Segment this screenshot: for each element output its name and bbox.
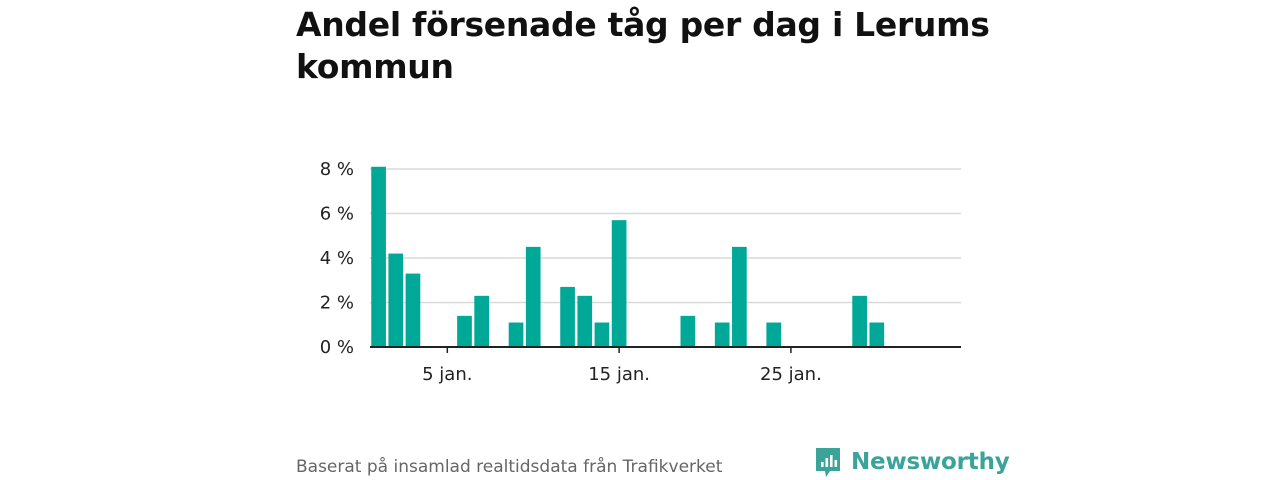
- x-axis: 5 jan. 15 jan. 25 jan.: [370, 346, 961, 385]
- x-tick-label: 15 jan.: [588, 364, 650, 385]
- brand-logo: Newsworthy: [814, 446, 1010, 478]
- bar: [852, 295, 867, 347]
- x-tick-label: 25 jan.: [760, 364, 822, 385]
- bar: [714, 322, 730, 347]
- bar: [766, 322, 782, 347]
- bar: [457, 315, 472, 347]
- bar: [560, 286, 575, 347]
- bar: [732, 246, 747, 347]
- y-tick-label: 0 %: [320, 337, 354, 358]
- bar: [405, 273, 421, 347]
- bar: [577, 295, 593, 347]
- y-axis: 0 % 2 % 4 % 6 % 8 %: [320, 159, 354, 358]
- y-tick-label: 8 %: [320, 159, 354, 180]
- y-tick-label: 6 %: [320, 204, 354, 225]
- y-tick-label: 4 %: [320, 248, 354, 269]
- x-tick-label: 5 jan.: [422, 364, 472, 385]
- bar: [474, 295, 490, 347]
- bar: [680, 315, 696, 347]
- bar: [371, 166, 386, 347]
- newsworthy-logo-icon: [816, 448, 840, 477]
- grid-lines: [370, 168, 961, 304]
- bar: [611, 220, 627, 347]
- y-tick-label: 2 %: [320, 293, 354, 314]
- bar: [525, 246, 541, 347]
- bar: [594, 322, 610, 347]
- bars: [371, 166, 885, 347]
- bar: [388, 253, 404, 347]
- bar: [508, 322, 524, 347]
- bar: [869, 322, 885, 347]
- source-note: Baserat på insamlad realtidsdata från Tr…: [296, 457, 723, 477]
- brand-name: Newsworthy: [851, 449, 1010, 475]
- chart-title: Andel försenade tåg per dag i Lerums kom…: [296, 5, 990, 86]
